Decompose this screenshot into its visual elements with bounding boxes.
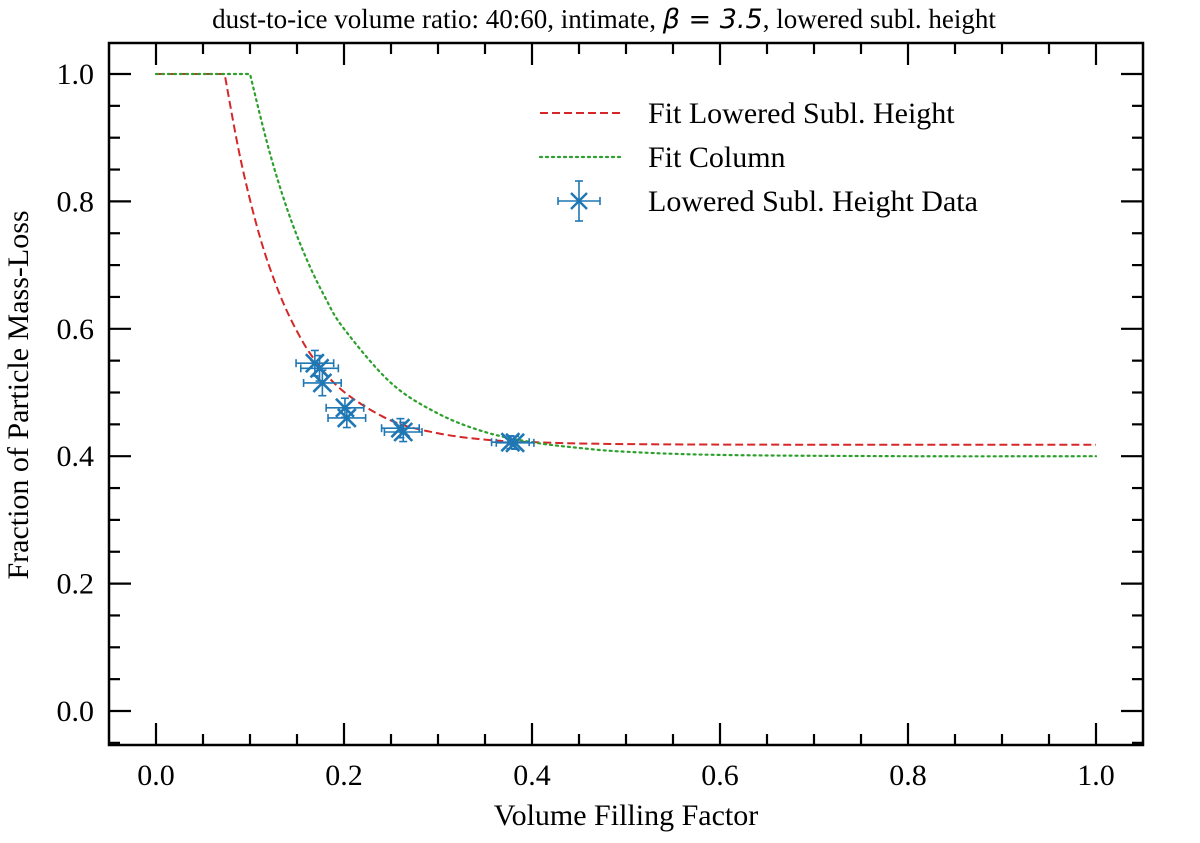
data-point (327, 407, 367, 429)
y-tick-labels: 0.0 0.2 0.4 0.6 0.8 1.0 (57, 58, 95, 728)
plot-frame (107, 41, 1145, 747)
x-tick-labels: 0.0 0.2 0.4 0.6 0.8 1.0 (137, 759, 1115, 792)
fit-lowered-subl-height-line (156, 73, 1097, 446)
y-tick-label: 1.0 (57, 58, 95, 91)
x-axis-label: Volume Filling Factor (494, 799, 758, 832)
y-axis-label: Fraction of Particle Mass-Loss (2, 210, 35, 579)
data-point (495, 432, 535, 453)
x-tick-label: 0.0 (137, 759, 175, 792)
x-tick-label: 0.8 (889, 759, 927, 792)
data-points (295, 349, 535, 453)
y-tick-label: 0.2 (57, 568, 95, 601)
data-point (383, 421, 423, 443)
legend-label: Fit Column (648, 141, 786, 174)
x-tick-label: 1.0 (1077, 759, 1115, 792)
x-tick-label: 0.2 (325, 759, 363, 792)
legend-label: Fit Lowered Subl. Height (648, 97, 955, 130)
legend-item: Fit Column (538, 141, 786, 174)
y-tick-label: 0.6 (57, 313, 95, 346)
legend-item: Fit Lowered Subl. Height (540, 97, 955, 130)
curves (154, 72, 1098, 458)
x-tick-label: 0.6 (701, 759, 739, 792)
data-point (299, 354, 340, 382)
ticks (109, 43, 1143, 745)
legend: Fit Lowered Subl. Height Fit Column Lowere… (538, 97, 978, 222)
legend-item: Lowered Subl. Height Data (557, 180, 978, 222)
legend-label: Lowered Subl. Height Data (648, 185, 978, 218)
x-tick-label: 0.4 (513, 759, 551, 792)
chart-title: dust-to-ice volume ratio: 40:60, intimat… (212, 4, 996, 35)
y-tick-label: 0.0 (57, 695, 95, 728)
y-tick-label: 0.8 (57, 185, 95, 218)
fit-column-line (154, 72, 1098, 458)
data-point (302, 369, 342, 397)
y-tick-label: 0.4 (57, 440, 95, 473)
legend-swatch-marker (557, 180, 601, 222)
